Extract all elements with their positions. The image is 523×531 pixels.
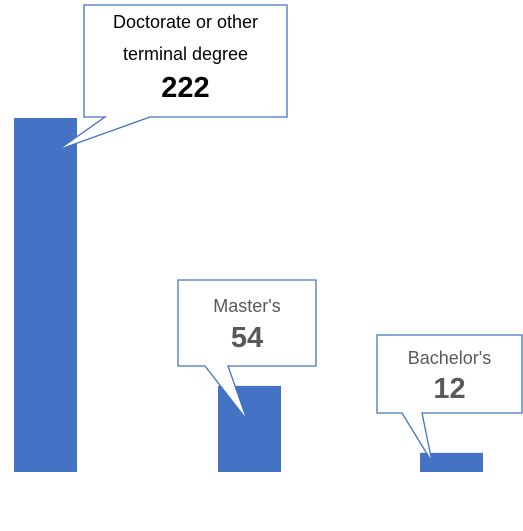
category-label: Bachelor's <box>407 348 492 368</box>
category-label: Master's <box>213 296 281 316</box>
bar <box>218 385 281 472</box>
value-label: 222 <box>161 72 210 104</box>
value-label: 54 <box>230 322 264 354</box>
callout <box>57 4 288 151</box>
callout <box>177 279 317 421</box>
bar <box>14 118 77 472</box>
bar <box>420 452 483 472</box>
category-label: Doctorate or other terminal degree <box>112 12 259 64</box>
callout <box>376 334 523 463</box>
value-label: 12 <box>433 373 466 405</box>
